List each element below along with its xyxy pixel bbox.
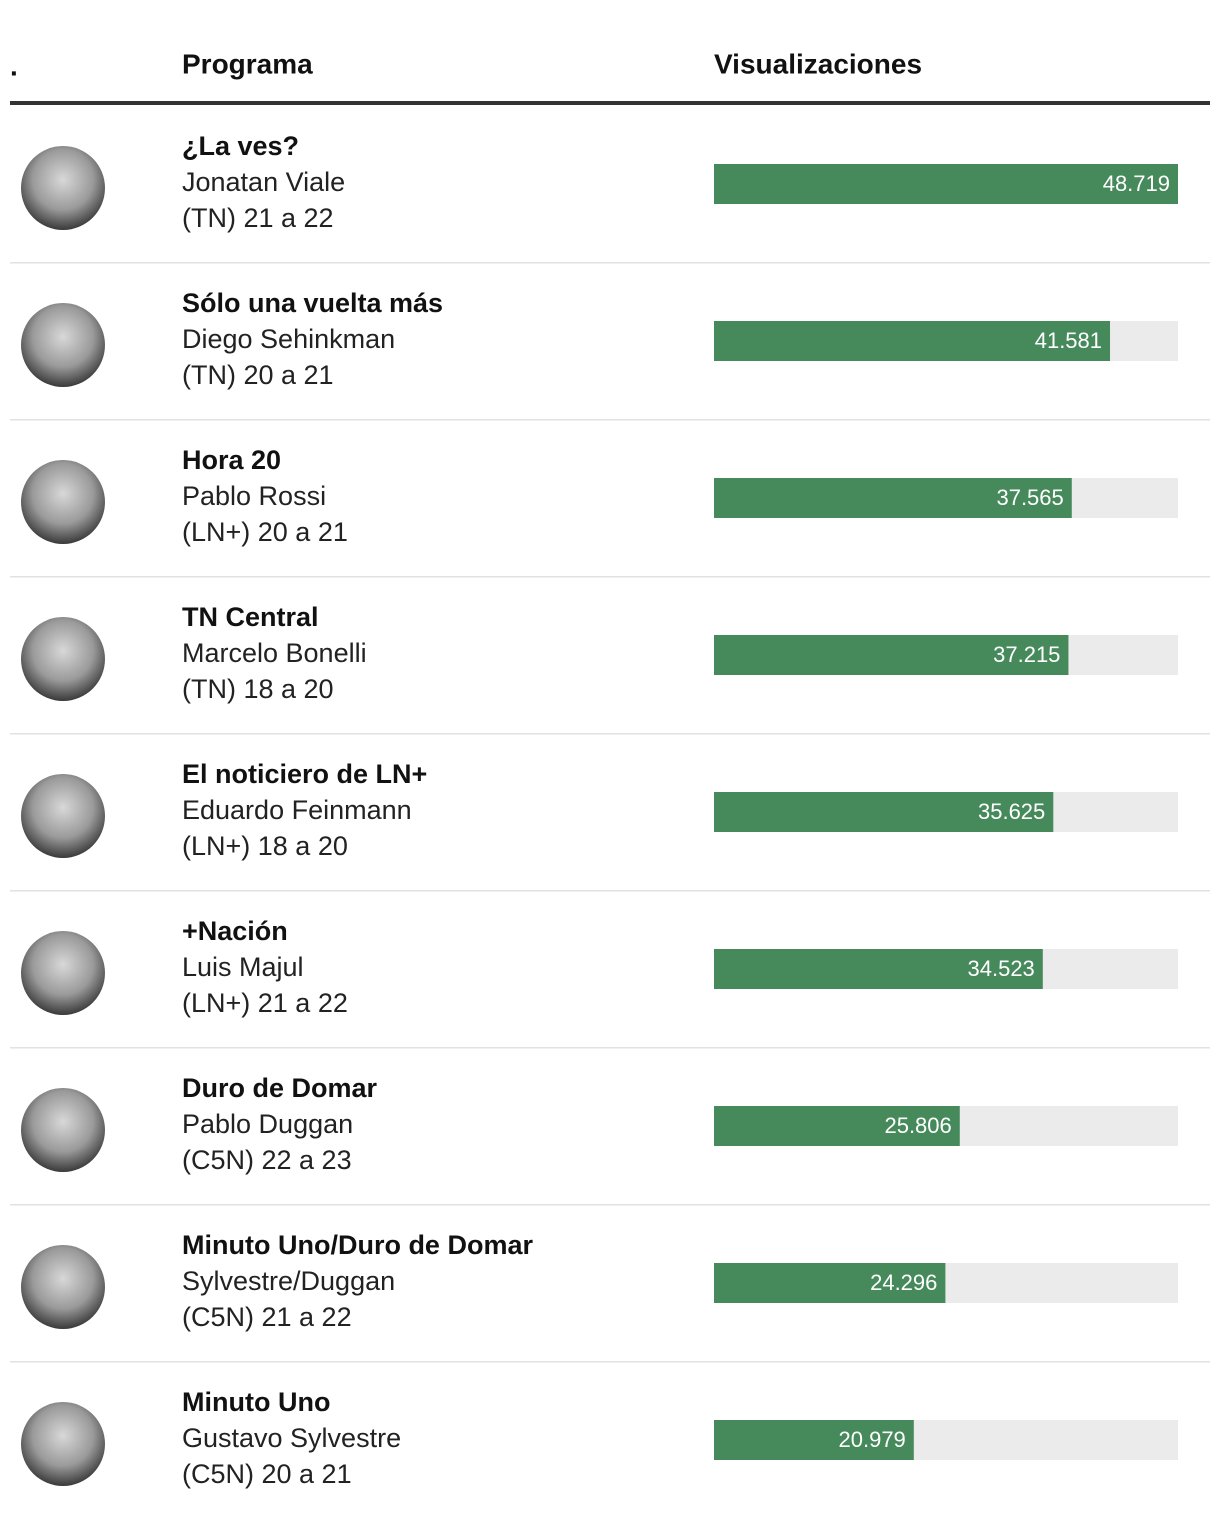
bar: [714, 1420, 914, 1460]
schedule: (TN) 21 a 22: [182, 203, 334, 233]
host-photo: [21, 1088, 105, 1172]
bar-value-label: 35.625: [978, 799, 1045, 824]
row-divider: [10, 1204, 1210, 1206]
header-views: Visualizaciones: [714, 48, 922, 79]
bar: [714, 949, 1043, 989]
program-name: Minuto Uno/Duro de Domar: [182, 1230, 533, 1260]
host-name: Marcelo Bonelli: [182, 638, 367, 668]
program-name: +Nación: [182, 916, 288, 946]
schedule: (C5N) 21 a 22: [182, 1302, 352, 1332]
program-name: Minuto Uno: [182, 1387, 330, 1417]
row-divider: [10, 262, 1210, 264]
host-photo: [21, 146, 105, 230]
schedule: (C5N) 20 a 21: [182, 1459, 352, 1489]
host-photo: [21, 303, 105, 387]
host-photo: [21, 1245, 105, 1329]
bar-value-label: 37.215: [993, 642, 1060, 667]
schedule: (TN) 18 a 20: [182, 674, 334, 704]
bar-value-label: 34.523: [968, 956, 1035, 981]
bar-value-label: 41.581: [1035, 328, 1102, 353]
host-name: Luis Majul: [182, 952, 304, 982]
bar: [714, 164, 1178, 204]
schedule: (LN+) 18 a 20: [182, 831, 348, 861]
program-name: Duro de Domar: [182, 1073, 378, 1103]
row-divider: [10, 890, 1210, 892]
host-name: Jonatan Viale: [182, 167, 345, 197]
host-name: Pablo Duggan: [182, 1109, 353, 1139]
bar-value-label: 24.296: [870, 1270, 937, 1295]
schedule: (LN+) 20 a 21: [182, 517, 348, 547]
schedule: (LN+) 21 a 22: [182, 988, 348, 1018]
host-photo: [21, 931, 105, 1015]
bar-value-label: 25.806: [884, 1113, 951, 1138]
header-marker: .: [10, 50, 18, 81]
row-divider: [10, 733, 1210, 735]
program-name: El noticiero de LN+: [182, 759, 427, 789]
host-photo: [21, 617, 105, 701]
header-program: Programa: [182, 48, 313, 79]
bar-value-label: 37.565: [996, 485, 1063, 510]
program-name: Sólo una vuelta más: [182, 288, 443, 318]
row-divider: [10, 1047, 1210, 1049]
program-name: ¿La ves?: [182, 131, 299, 161]
bar-value-label: 48.719: [1103, 171, 1170, 196]
host-photo: [21, 460, 105, 544]
schedule: (C5N) 22 a 23: [182, 1145, 352, 1175]
host-photo: [21, 774, 105, 858]
bar: [714, 1106, 960, 1146]
bar: [714, 478, 1072, 518]
bar: [714, 635, 1069, 675]
row-divider: [10, 419, 1210, 421]
program-name: TN Central: [182, 602, 319, 632]
host-photo: [21, 1402, 105, 1486]
host-name: Eduardo Feinmann: [182, 795, 412, 825]
bar-value-label: 20.979: [839, 1427, 906, 1452]
bar: [714, 792, 1054, 832]
host-name: Sylvestre/Duggan: [182, 1266, 395, 1296]
header-rule: [10, 101, 1210, 105]
bar: [714, 321, 1111, 361]
host-name: Gustavo Sylvestre: [182, 1423, 401, 1453]
row-divider: [10, 1361, 1210, 1363]
row-divider: [10, 576, 1210, 578]
program-name: Hora 20: [182, 445, 281, 475]
host-name: Diego Sehinkman: [182, 324, 395, 354]
host-name: Pablo Rossi: [182, 481, 326, 511]
schedule: (TN) 20 a 21: [182, 360, 334, 390]
bar: [714, 1263, 946, 1303]
